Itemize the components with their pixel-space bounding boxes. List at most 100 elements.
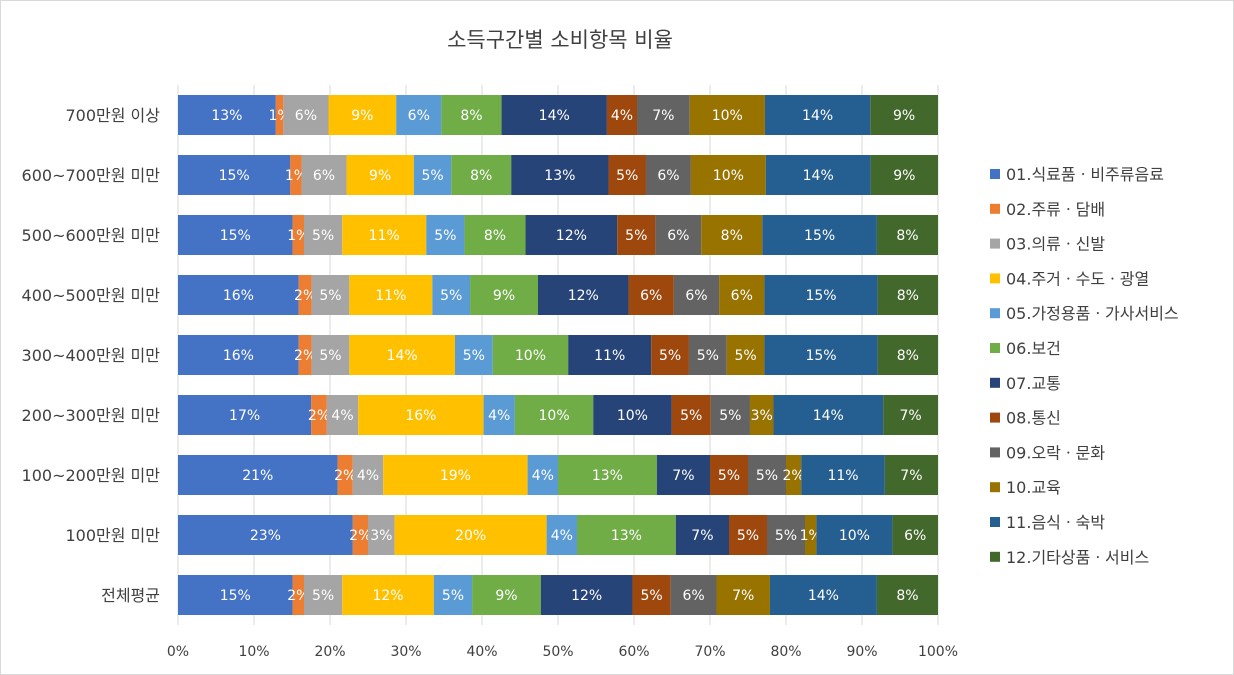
bar-segment <box>801 455 885 495</box>
bar-segment <box>710 455 748 495</box>
bar-segment <box>342 575 434 615</box>
bar-segment <box>877 335 938 375</box>
bar-segment <box>472 575 541 615</box>
x-tick-label: 20% <box>314 644 345 660</box>
bar-segment <box>311 395 327 435</box>
bar-segment <box>876 215 938 255</box>
bar-segment <box>298 335 312 375</box>
bar-segment <box>525 215 618 255</box>
bar-value-label: 10% <box>617 408 648 424</box>
legend-label: 08.통신 <box>1006 409 1061 428</box>
bar-value-label: 5% <box>463 348 485 364</box>
bar-segment <box>710 395 750 435</box>
bar-value-label: 10% <box>713 168 744 184</box>
bar-value-label: 2% <box>294 288 316 304</box>
x-tick-label: 90% <box>846 644 877 660</box>
bar-value-label: 7% <box>899 408 921 424</box>
bar-value-label: 1% <box>285 168 307 184</box>
bar-value-label: 1% <box>800 528 822 544</box>
bar-value-label: 12% <box>568 288 599 304</box>
bar-segment <box>637 95 690 135</box>
bar-value-label: 7% <box>691 528 713 544</box>
bar-value-label: 15% <box>220 588 251 604</box>
x-tick-label: 10% <box>238 644 269 660</box>
category-label: 700만원 이상 <box>65 106 160 125</box>
bar-value-label: 4% <box>488 408 510 424</box>
bar-segment <box>178 395 312 435</box>
bar-value-label: 9% <box>369 168 391 184</box>
bar-value-label: 5% <box>659 348 681 364</box>
legend-swatch <box>990 169 1000 179</box>
bar-value-label: 7% <box>652 108 674 124</box>
bar-segment <box>729 515 767 555</box>
legend-swatch <box>990 203 1000 214</box>
bar-value-label: 6% <box>682 588 704 604</box>
legend-label: 04.주거ㆍ수도ㆍ광열 <box>1006 269 1149 288</box>
bar-value-label: 13% <box>211 108 242 124</box>
bar-segment <box>292 215 305 255</box>
bar-segment <box>349 275 433 315</box>
x-tick-label: 50% <box>542 644 573 660</box>
bar-segment <box>593 395 672 435</box>
bar-value-label: 11% <box>375 288 406 304</box>
legend-swatch <box>990 308 1000 319</box>
bar-segment <box>773 395 884 435</box>
x-tick-label: 60% <box>618 644 649 660</box>
bar-value-label: 6% <box>904 528 926 544</box>
x-tick-labels: 0% 10% 20% 30% 40% 50% 60% 70% 80% 90% 100% <box>167 644 958 660</box>
bar-value-label: 10% <box>839 528 870 544</box>
bar-segment <box>884 455 938 495</box>
bar-segment <box>651 335 689 375</box>
bar-segment <box>558 455 657 495</box>
bar-segment <box>762 215 877 255</box>
bar-value-label: 2% <box>349 528 371 544</box>
legend-label: 10.교육 <box>1006 478 1061 497</box>
bar-value-label: 10% <box>712 108 743 124</box>
category-label: 500~600만원 미만 <box>22 226 161 245</box>
bar-value-label: 5% <box>737 528 759 544</box>
bar-segment <box>870 95 938 135</box>
bar-segment <box>292 575 305 615</box>
bar-segment <box>433 575 473 615</box>
bar-segment <box>748 455 786 495</box>
legend-label: 03.의류ㆍ신발 <box>1006 235 1105 254</box>
bar-segment <box>326 395 359 435</box>
bar-value-label: 6% <box>640 288 662 304</box>
bar-segment <box>304 575 343 615</box>
bar-value-label: 9% <box>351 108 373 124</box>
legend-label: 05.가정용품ㆍ가사서비스 <box>1006 304 1179 323</box>
bar-segment <box>470 275 538 315</box>
bar-value-label: 15% <box>220 228 251 244</box>
bar-segment <box>352 455 384 495</box>
bar-value-label: 14% <box>808 588 839 604</box>
bar-value-label: 5% <box>775 528 797 544</box>
bar-segment <box>786 455 802 495</box>
x-tick-label: 30% <box>390 644 421 660</box>
bar-value-label: 6% <box>295 108 317 124</box>
bar-segment <box>492 335 569 375</box>
bar-segment <box>689 95 765 135</box>
bar-segment <box>690 155 766 195</box>
bar-segment <box>337 455 353 495</box>
bar-value-label: 2% <box>294 348 316 364</box>
bar-value-label: 4% <box>532 468 554 484</box>
bar-segment <box>673 275 720 315</box>
bar-segment <box>464 215 526 255</box>
bar-value-label: 8% <box>721 228 743 244</box>
legend-label: 01.식료품ㆍ비주류음료 <box>1006 165 1164 184</box>
bar-segment <box>628 275 674 315</box>
bar-segment <box>514 395 594 435</box>
bar-value-label: 5% <box>625 228 647 244</box>
bar-value-label: 11% <box>369 228 400 244</box>
bar-segment <box>311 335 350 375</box>
legend-label: 11.음식ㆍ숙박 <box>1006 513 1105 532</box>
bar-segment <box>301 155 347 195</box>
bar-value-label: 21% <box>242 468 273 484</box>
bar-value-label: 2% <box>287 588 309 604</box>
bar-segment <box>816 515 893 555</box>
bar-value-label: 8% <box>460 108 482 124</box>
bar-value-label: 9% <box>495 588 517 604</box>
bar-segment <box>352 515 368 555</box>
bar-segment <box>311 275 350 315</box>
